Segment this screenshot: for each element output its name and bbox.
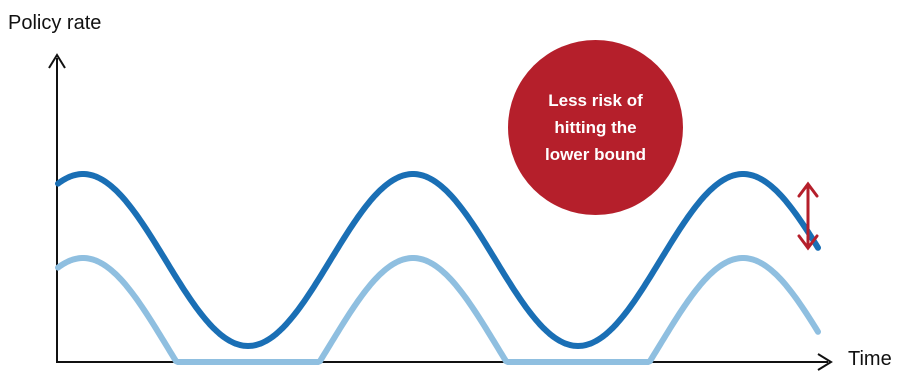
risk-callout-bubble: Less risk of hitting the lower bound	[508, 40, 683, 215]
y-axis-label: Policy rate	[8, 12, 102, 34]
higher-rate-line	[55, 171, 821, 349]
x-axis-label: Time	[848, 348, 892, 370]
x-axis-arrowhead	[817, 353, 833, 371]
lower-rate-line	[55, 255, 821, 365]
gap-double-arrow	[797, 181, 819, 251]
y-axis-arrowhead	[48, 53, 66, 69]
risk-callout-text: Less risk of hitting the lower bound	[544, 91, 647, 164]
